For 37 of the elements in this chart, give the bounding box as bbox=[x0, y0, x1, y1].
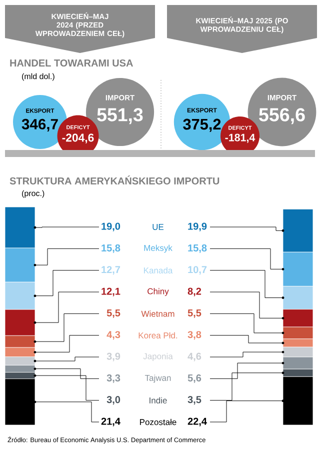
text: Kanada bbox=[144, 267, 173, 274]
data-label: 22,4 bbox=[188, 418, 207, 426]
chart-title: STRUKTURA AMERYKAŃSKIEGO IMPORTU bbox=[10, 176, 220, 184]
data-label: 12,1 bbox=[102, 288, 120, 296]
text: UE bbox=[152, 224, 164, 230]
data-label: 551,3 bbox=[97, 108, 143, 124]
data-label: 8,2 bbox=[188, 288, 202, 296]
data-label: 21,4 bbox=[101, 418, 120, 426]
data-label: 3,5 bbox=[188, 396, 202, 405]
data-label: 3,3 bbox=[106, 374, 120, 383]
data-label: 3,0 bbox=[106, 396, 120, 405]
data-label: 10,7 bbox=[188, 266, 207, 275]
text: Indie bbox=[150, 397, 167, 404]
data-label: 15,8 bbox=[188, 244, 207, 253]
data-label: -181,4 bbox=[225, 134, 256, 143]
text: Wietnam bbox=[141, 310, 174, 317]
text: Meksyk bbox=[144, 244, 172, 253]
data-label: 12,7 bbox=[102, 266, 120, 275]
data-label: 3,8 bbox=[188, 331, 202, 340]
data-label: 19,0 bbox=[102, 222, 120, 232]
data-label: 346,7 bbox=[22, 118, 58, 132]
text: Chiny bbox=[148, 288, 169, 296]
data-label: 375,2 bbox=[183, 118, 221, 132]
text: Pozostałe bbox=[140, 418, 176, 426]
data-label: 4,3 bbox=[106, 331, 120, 340]
data-label: 19,9 bbox=[188, 222, 207, 232]
data-label: 556,6 bbox=[259, 108, 305, 124]
data-label: 5,6 bbox=[188, 374, 202, 383]
text: Korea Płd. bbox=[138, 332, 178, 338]
data-label: -204,6 bbox=[62, 134, 94, 144]
text: HANDEL TOWARAMI USA bbox=[10, 59, 133, 67]
text: Tajwan bbox=[144, 374, 171, 383]
data-label: 15,8 bbox=[102, 244, 120, 253]
data-label: 5,5 bbox=[188, 309, 202, 318]
data-label: 5,5 bbox=[106, 309, 120, 318]
text: (mld dol.) bbox=[22, 73, 54, 81]
chart-subtitle: (proc.) bbox=[22, 190, 44, 198]
